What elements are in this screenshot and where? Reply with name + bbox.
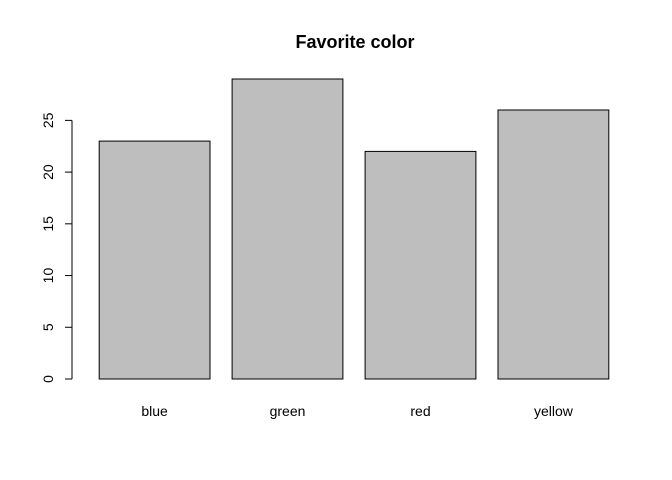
- y-tick-label-20: 20: [40, 164, 56, 180]
- bar-red: [364, 150, 477, 380]
- x-tick-label-green: green: [270, 403, 306, 419]
- y-tick-label-0: 0: [40, 375, 56, 383]
- y-tick-label-15: 15: [40, 216, 56, 232]
- bar-blue: [98, 140, 211, 380]
- bar-green: [231, 78, 344, 380]
- x-tick-label-yellow: yellow: [534, 403, 574, 419]
- y-tick-label-25: 25: [40, 112, 56, 128]
- y-axis: 0 5 10 15 20 25: [40, 112, 73, 383]
- y-tick-label-10: 10: [40, 268, 56, 284]
- x-tick-label-red: red: [410, 403, 430, 419]
- y-tick-label-5: 5: [40, 323, 56, 331]
- x-tick-label-blue: blue: [141, 403, 168, 419]
- chart-title: Favorite color: [295, 32, 414, 52]
- bars-layer: [98, 78, 610, 380]
- bar-yellow: [497, 109, 610, 380]
- x-axis-labels: blue green red yellow: [141, 403, 573, 419]
